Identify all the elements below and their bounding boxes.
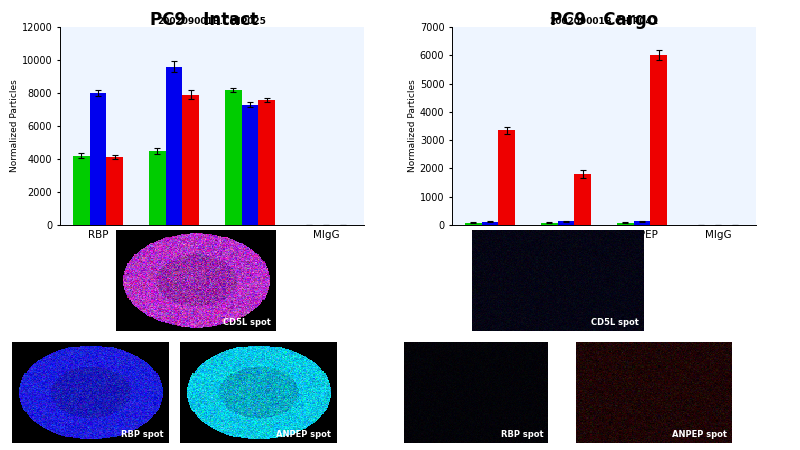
Bar <box>465 223 482 225</box>
Title: 200209001B.CHIP041: 200209001B.CHIP041 <box>550 17 658 26</box>
Bar <box>574 174 591 225</box>
Bar <box>106 158 123 225</box>
Bar <box>617 223 634 225</box>
Text: PC9   Cargo: PC9 Cargo <box>550 11 658 29</box>
Bar <box>242 104 258 225</box>
Bar <box>258 99 275 225</box>
Bar <box>73 156 90 225</box>
Bar <box>90 93 106 225</box>
Bar <box>634 221 650 225</box>
Bar <box>149 151 166 225</box>
Y-axis label: Normalized Particles: Normalized Particles <box>10 80 19 172</box>
Bar <box>558 221 574 225</box>
Bar <box>225 90 242 225</box>
Text: CD5L spot: CD5L spot <box>223 318 271 327</box>
Bar <box>541 223 558 225</box>
Bar <box>498 130 515 225</box>
Text: PC9   Intact: PC9 Intact <box>150 11 258 29</box>
Text: CD5L spot: CD5L spot <box>591 318 639 327</box>
Bar <box>182 94 199 225</box>
Bar <box>166 67 182 225</box>
Text: ANPEP spot: ANPEP spot <box>276 430 331 439</box>
Title: 200209001B.CHIP025: 200209001B.CHIP025 <box>158 17 266 26</box>
Bar <box>482 221 498 225</box>
Text: ANPEP spot: ANPEP spot <box>672 430 727 439</box>
Y-axis label: Normalized Particles: Normalized Particles <box>408 80 417 172</box>
Bar <box>650 55 667 225</box>
Text: RBP spot: RBP spot <box>501 430 544 439</box>
Text: RBP spot: RBP spot <box>121 430 163 439</box>
